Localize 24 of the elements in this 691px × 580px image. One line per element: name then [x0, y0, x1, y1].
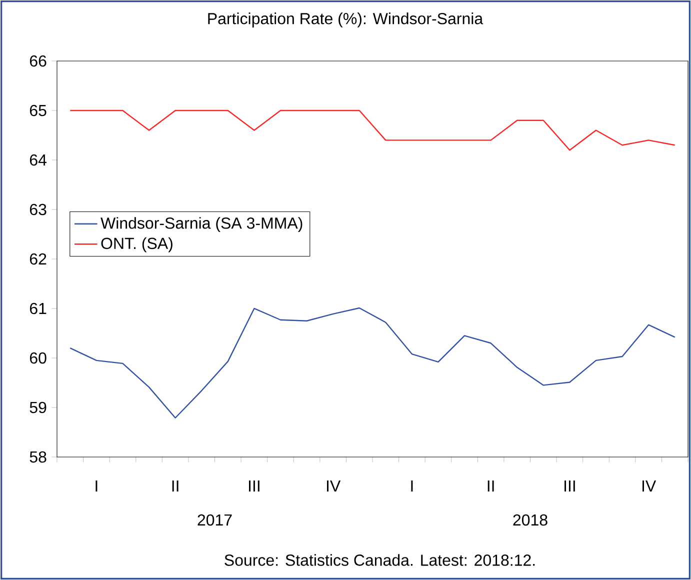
y-tick-label: 58 [30, 451, 46, 463]
y-tick-label: 66 [30, 55, 46, 67]
y-tick-label: 65 [30, 104, 46, 116]
line-series [70, 307, 676, 418]
text: I [411, 480, 413, 492]
text: 2017 [198, 514, 232, 526]
y-tick-label: 60 [30, 352, 46, 364]
y-tick-label: 64 [30, 154, 46, 166]
text: III [564, 480, 575, 492]
text: IV [327, 480, 341, 492]
text: II [172, 480, 178, 492]
y-tick-label: 63 [30, 204, 46, 216]
text: I [96, 480, 98, 492]
chart-title: Participation Rate (%): Windsor-Sarnia [208, 12, 484, 28]
y-tick-label: 62 [30, 253, 46, 265]
text: II [488, 480, 494, 492]
y-tick-label: 61 [30, 302, 46, 314]
y-tick-label: 59 [30, 402, 46, 414]
legend-label: ONT. (SA) [101, 237, 172, 252]
text: 2018 [513, 514, 548, 526]
text: IV [642, 480, 656, 492]
text: III [249, 480, 260, 492]
legend-label: Windsor-Sarnia (SA 3-MMA) [100, 217, 302, 232]
source-note: Source: Statistics Canada. Latest: 2018:12. [224, 554, 535, 566]
